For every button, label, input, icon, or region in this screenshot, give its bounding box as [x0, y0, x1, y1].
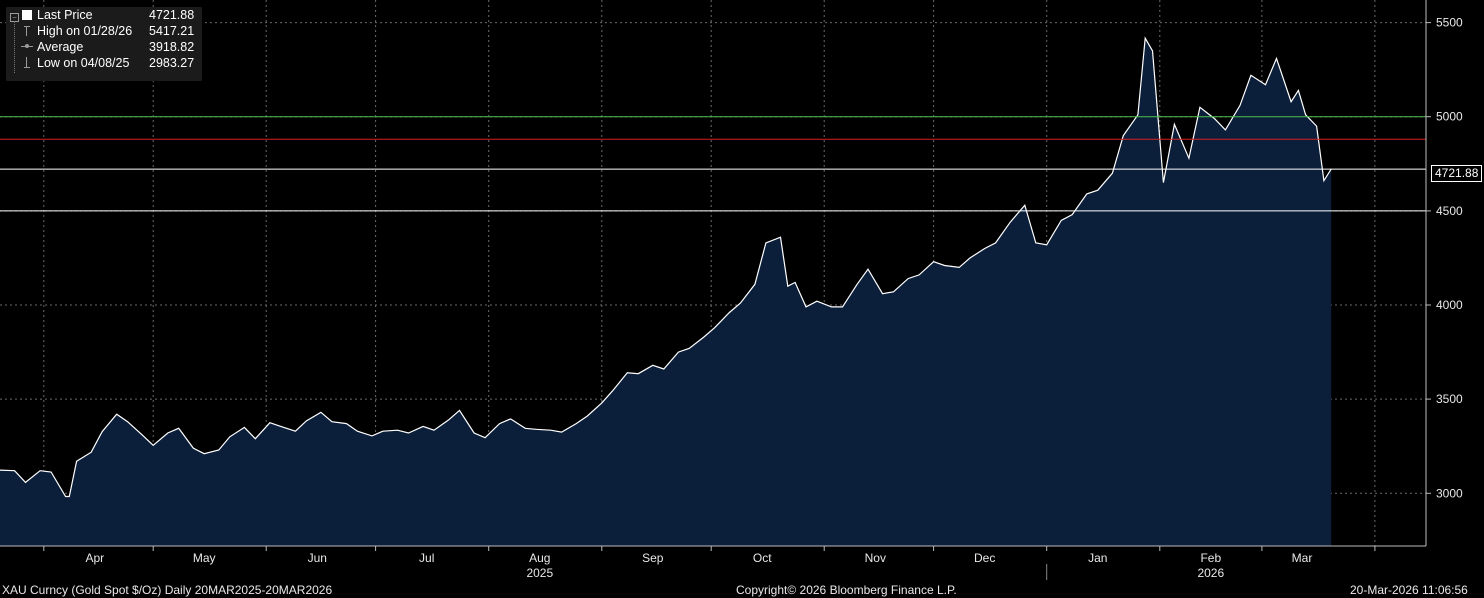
x-year-label: 2025 — [526, 566, 553, 580]
x-month-label: Apr — [85, 551, 104, 565]
x-month-label: Jun — [308, 551, 327, 565]
y-tick-label: 5000 — [1436, 110, 1463, 124]
legend-high: High on 01/28/26 5417.21 — [6, 23, 202, 39]
footer-security: XAU Curncy (Gold Spot $/Oz) Daily 20MAR2… — [2, 583, 333, 597]
legend-average: Average 3918.82 — [6, 39, 202, 55]
x-month-label: Jan — [1088, 551, 1107, 565]
legend-high-label: High on 01/28/26 — [37, 24, 133, 38]
x-month-label: Nov — [865, 551, 886, 565]
legend-last-price-label: Last Price — [37, 8, 93, 22]
y-tick-label: 3000 — [1436, 486, 1463, 500]
x-month-label: Aug — [529, 551, 550, 565]
legend-last-price: Last Price 4721.88 — [6, 7, 202, 23]
x-month-label: May — [193, 551, 216, 565]
high-marker-icon — [24, 26, 30, 36]
legend-tree-line — [14, 21, 16, 73]
legend-low-label: Low on 04/08/25 — [37, 56, 130, 70]
chart-legend: − Last Price 4721.88 High on 01/28/26 54… — [6, 7, 202, 81]
y-tick-label: 4000 — [1436, 298, 1463, 312]
x-month-label: Oct — [753, 551, 772, 565]
price-area — [0, 38, 1332, 546]
legend-low-value: 2983.27 — [149, 56, 195, 70]
last-price-tag: 4721.88 — [1431, 165, 1483, 182]
x-month-label: Dec — [974, 551, 995, 565]
legend-average-value: 3918.82 — [149, 40, 195, 54]
x-year-label: 2026 — [1197, 566, 1224, 580]
x-month-label: Feb — [1200, 551, 1221, 565]
x-month-label: Sep — [642, 551, 664, 565]
average-marker-icon — [21, 44, 33, 48]
y-tick-label: 4500 — [1436, 204, 1463, 218]
x-month-label: Mar — [1292, 551, 1313, 565]
last-price-swatch-icon — [22, 10, 32, 20]
x-month-label: Jul — [419, 551, 434, 565]
y-tick-label: 5500 — [1436, 16, 1463, 30]
footer-timestamp: 20-Mar-2026 11:06:56 — [1350, 583, 1468, 597]
legend-average-label: Average — [37, 40, 84, 54]
price-line — [0, 36, 1332, 498]
footer-copyright: Copyright© 2026 Bloomberg Finance L.P. — [736, 583, 957, 597]
y-tick-label: 3500 — [1436, 392, 1463, 406]
legend-last-price-value: 4721.88 — [149, 8, 195, 22]
low-marker-icon — [24, 57, 30, 68]
legend-low: Low on 04/08/25 2983.27 — [6, 55, 202, 71]
legend-high-value: 5417.21 — [149, 24, 195, 38]
